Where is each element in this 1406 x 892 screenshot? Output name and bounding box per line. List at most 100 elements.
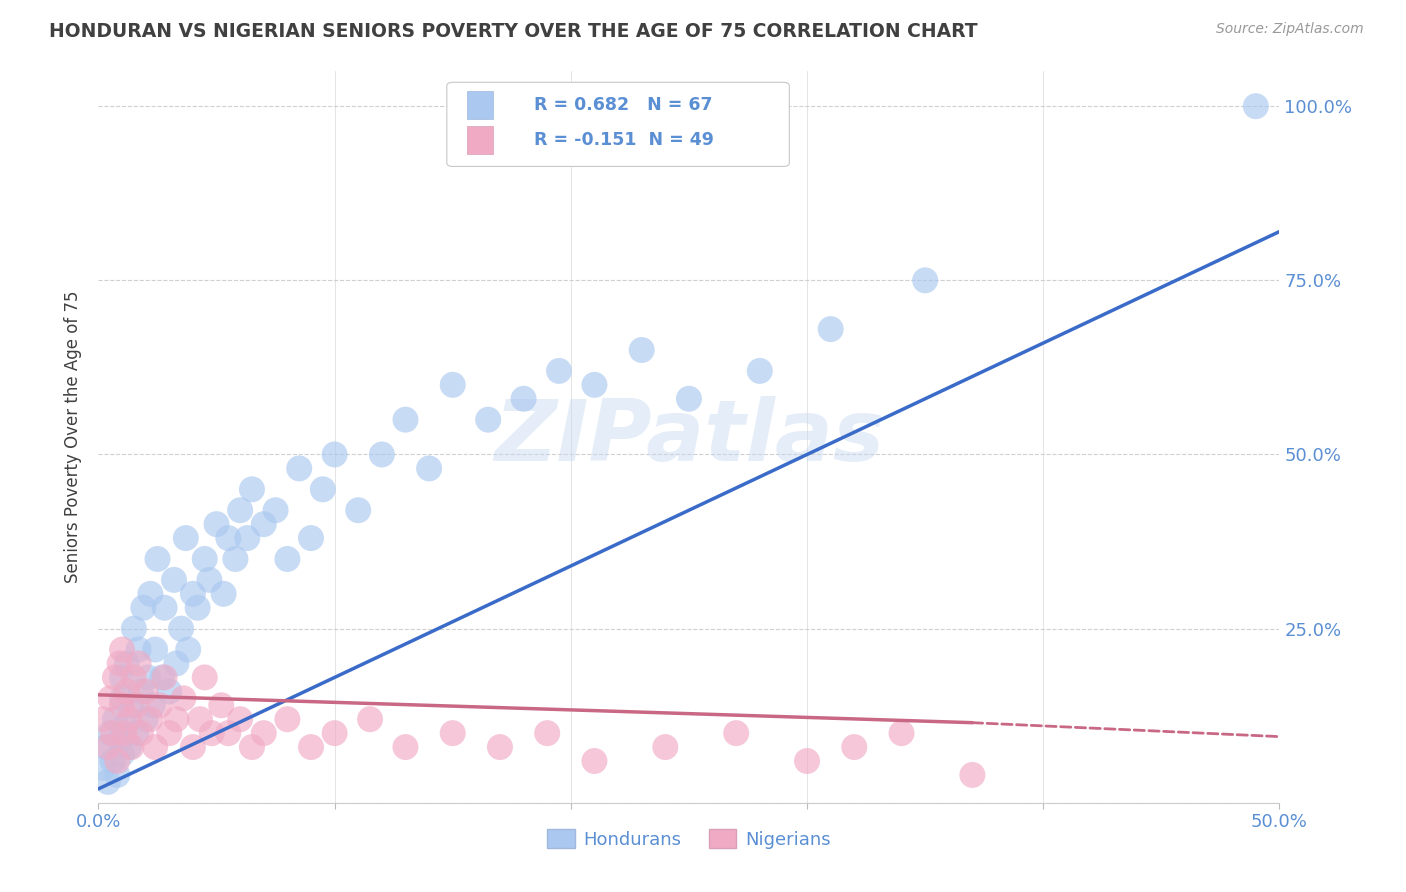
Text: ZIPatlas: ZIPatlas bbox=[494, 395, 884, 479]
FancyBboxPatch shape bbox=[467, 126, 494, 154]
Point bbox=[229, 503, 252, 517]
Point bbox=[748, 364, 770, 378]
Point bbox=[441, 726, 464, 740]
Text: R = 0.682   N = 67: R = 0.682 N = 67 bbox=[534, 96, 713, 114]
Point bbox=[264, 503, 287, 517]
Point bbox=[187, 600, 209, 615]
Point bbox=[98, 691, 121, 706]
Point bbox=[139, 712, 162, 726]
Point bbox=[323, 448, 346, 462]
Point bbox=[224, 552, 246, 566]
Point bbox=[118, 712, 141, 726]
Point bbox=[181, 740, 204, 755]
Point bbox=[312, 483, 335, 497]
Point bbox=[914, 273, 936, 287]
Point bbox=[962, 768, 984, 782]
Point bbox=[112, 719, 135, 733]
Point bbox=[115, 657, 138, 671]
Point bbox=[115, 684, 138, 698]
Point bbox=[477, 412, 499, 426]
Point bbox=[132, 600, 155, 615]
Point bbox=[174, 531, 197, 545]
Point bbox=[548, 364, 571, 378]
Point bbox=[122, 670, 145, 684]
Point bbox=[97, 740, 120, 755]
Point bbox=[135, 712, 157, 726]
Point bbox=[153, 600, 176, 615]
Point bbox=[129, 726, 152, 740]
Point bbox=[170, 622, 193, 636]
Point bbox=[149, 698, 172, 713]
Point bbox=[104, 670, 127, 684]
Point bbox=[97, 775, 120, 789]
Point bbox=[418, 461, 440, 475]
Point bbox=[441, 377, 464, 392]
Y-axis label: Seniors Poverty Over the Age of 75: Seniors Poverty Over the Age of 75 bbox=[65, 291, 83, 583]
Point bbox=[323, 726, 346, 740]
Point bbox=[583, 754, 606, 768]
Point bbox=[194, 552, 217, 566]
Point bbox=[205, 517, 228, 532]
Point bbox=[181, 587, 204, 601]
Point bbox=[122, 622, 145, 636]
Point bbox=[91, 761, 114, 775]
Point bbox=[143, 642, 166, 657]
Text: Source: ZipAtlas.com: Source: ZipAtlas.com bbox=[1216, 22, 1364, 37]
Point bbox=[198, 573, 221, 587]
Point bbox=[276, 552, 298, 566]
Point bbox=[118, 740, 141, 755]
Point bbox=[139, 587, 162, 601]
Point bbox=[188, 712, 211, 726]
Point bbox=[654, 740, 676, 755]
Point bbox=[111, 670, 134, 684]
Point bbox=[844, 740, 866, 755]
Point bbox=[276, 712, 298, 726]
Point bbox=[212, 587, 235, 601]
Point bbox=[583, 377, 606, 392]
Point bbox=[217, 531, 239, 545]
Point bbox=[820, 322, 842, 336]
Point bbox=[104, 712, 127, 726]
Point bbox=[150, 670, 173, 684]
Text: HONDURAN VS NIGERIAN SENIORS POVERTY OVER THE AGE OF 75 CORRELATION CHART: HONDURAN VS NIGERIAN SENIORS POVERTY OVE… bbox=[49, 22, 977, 41]
Point bbox=[105, 754, 128, 768]
Point bbox=[157, 684, 180, 698]
Point bbox=[394, 412, 416, 426]
Point bbox=[217, 726, 239, 740]
Point bbox=[111, 747, 134, 761]
Point bbox=[1244, 99, 1267, 113]
Point bbox=[125, 726, 148, 740]
Point bbox=[128, 642, 150, 657]
Point bbox=[111, 698, 134, 713]
Point bbox=[796, 754, 818, 768]
Point bbox=[125, 698, 148, 713]
Point bbox=[725, 726, 748, 740]
FancyBboxPatch shape bbox=[447, 82, 789, 167]
Point bbox=[512, 392, 534, 406]
Point bbox=[98, 726, 121, 740]
Point bbox=[240, 740, 263, 755]
Point bbox=[489, 740, 512, 755]
Point bbox=[157, 726, 180, 740]
Point bbox=[121, 740, 143, 755]
Point bbox=[347, 503, 370, 517]
Point bbox=[105, 768, 128, 782]
Point bbox=[371, 448, 394, 462]
Point bbox=[153, 670, 176, 684]
Point bbox=[108, 657, 131, 671]
Point bbox=[111, 642, 134, 657]
Point bbox=[142, 698, 165, 713]
Point bbox=[194, 670, 217, 684]
Point bbox=[536, 726, 558, 740]
Point bbox=[299, 531, 322, 545]
Point bbox=[394, 740, 416, 755]
Point bbox=[177, 642, 200, 657]
Point bbox=[165, 712, 187, 726]
Point bbox=[240, 483, 263, 497]
Point bbox=[112, 726, 135, 740]
Point bbox=[172, 691, 194, 706]
Point bbox=[111, 691, 134, 706]
Point bbox=[91, 712, 114, 726]
Point bbox=[288, 461, 311, 475]
Point bbox=[229, 712, 252, 726]
